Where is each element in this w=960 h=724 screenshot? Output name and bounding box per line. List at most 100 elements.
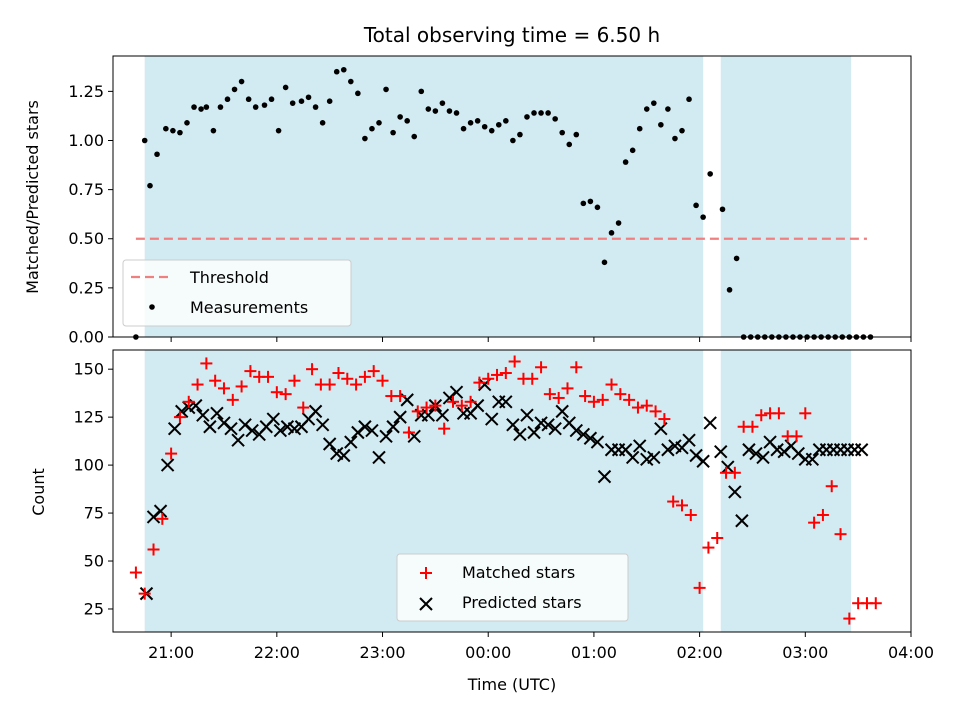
measurement-point bbox=[231, 86, 238, 93]
matched-star-point bbox=[226, 393, 239, 406]
predicted-star-point bbox=[315, 418, 330, 432]
bottom-y-tick-label: 150 bbox=[73, 360, 104, 379]
measurement-point bbox=[397, 114, 403, 120]
measurement-point bbox=[170, 127, 176, 134]
predicted-star-point bbox=[854, 443, 869, 457]
x-tick-label: 00:00 bbox=[465, 643, 511, 662]
predicted-star-point bbox=[696, 454, 710, 468]
matched-star-point bbox=[790, 430, 803, 443]
measurement-point bbox=[524, 114, 530, 120]
measurement-point bbox=[432, 108, 439, 114]
measurement-point bbox=[203, 104, 210, 110]
measurement-point bbox=[510, 137, 516, 144]
matched-star-point bbox=[473, 376, 486, 389]
measurement-point bbox=[362, 135, 368, 142]
measurement-point bbox=[238, 78, 245, 85]
measurement-point bbox=[224, 96, 231, 103]
matched-star-point bbox=[394, 390, 407, 403]
matched-star-point bbox=[297, 401, 310, 414]
matched-star-point bbox=[262, 370, 275, 383]
predicted-star-point bbox=[266, 412, 281, 426]
measurement-point bbox=[733, 255, 740, 262]
measurement-point bbox=[700, 214, 706, 220]
matched-star-point bbox=[728, 466, 741, 479]
matched-star-point bbox=[631, 401, 644, 414]
measurement-point bbox=[672, 135, 678, 142]
top-legend: Threshold Measurements bbox=[122, 259, 352, 327]
top-y-tick-label: 0.00 bbox=[68, 328, 104, 347]
top-observing-window-2 bbox=[720, 56, 852, 337]
matched-star-point bbox=[270, 386, 283, 399]
measurement-point bbox=[446, 108, 453, 114]
top-x-ticks bbox=[170, 337, 912, 342]
matched-star-point bbox=[808, 516, 821, 529]
matched-star-point bbox=[438, 422, 451, 435]
predicted-star-point bbox=[728, 485, 742, 499]
measurement-point bbox=[467, 120, 474, 126]
measurement-point bbox=[404, 118, 410, 124]
matched-star-point bbox=[499, 367, 512, 380]
bottom-y-tick-label: 50 bbox=[84, 552, 104, 571]
matched-star-point bbox=[129, 566, 142, 579]
predicted-star-point bbox=[358, 420, 372, 434]
matched-star-point bbox=[288, 374, 301, 387]
measurement-point bbox=[707, 171, 713, 177]
top-y-tick-label: 1.25 bbox=[68, 82, 104, 101]
matched-star-point bbox=[341, 372, 354, 385]
bottom-x-ticks: 21:00 22:00 23:00 00:00 01:00 02:00 03:00 04:00 bbox=[148, 632, 934, 662]
measurement-point bbox=[390, 129, 396, 136]
measurement-point bbox=[198, 106, 204, 112]
legend-predicted-marker bbox=[419, 597, 433, 611]
measurement-point bbox=[305, 94, 312, 101]
predicted-star-point bbox=[742, 443, 756, 457]
predicted-star-point bbox=[569, 423, 584, 438]
predicted-star-point bbox=[322, 437, 337, 451]
measurement-point bbox=[369, 125, 375, 132]
predicted-star-point bbox=[344, 435, 358, 449]
top-plot-frame bbox=[112, 55, 912, 338]
x-tick-label: 01:00 bbox=[571, 643, 617, 662]
measurement-point bbox=[298, 98, 305, 104]
matched-star-point bbox=[446, 395, 459, 408]
x-tick-label: 02:00 bbox=[677, 643, 723, 662]
x-tick-label: 04:00 bbox=[888, 643, 934, 662]
predicted-star-point bbox=[421, 408, 436, 422]
measurement-point bbox=[163, 125, 169, 132]
measurement-point bbox=[282, 84, 289, 91]
measurement-point bbox=[559, 129, 566, 136]
figure-title: Total observing time = 6.50 h bbox=[363, 23, 660, 47]
bottom-legend: Matched stars Predicted stars bbox=[396, 553, 629, 622]
matched-star-point bbox=[358, 370, 371, 383]
predicted-star-point bbox=[513, 427, 527, 442]
predicted-star-point bbox=[485, 412, 499, 426]
predicted-star-point bbox=[224, 421, 238, 436]
predicted-star-point bbox=[647, 450, 661, 465]
predicted-star-point bbox=[393, 410, 407, 424]
matched-star-point bbox=[376, 374, 389, 387]
matched-star-point bbox=[279, 388, 292, 401]
predicted-star-point bbox=[576, 427, 591, 442]
matched-star-point bbox=[402, 426, 415, 439]
predicted-star-point bbox=[210, 406, 224, 421]
bottom-panel: 25 50 75 100 125 150 21:00 22:00 23:00 00:00 01:0… bbox=[29, 349, 934, 694]
measurement-point bbox=[503, 118, 509, 124]
measurement-point bbox=[474, 118, 481, 124]
measurement-point bbox=[460, 125, 467, 132]
matched-star-point bbox=[411, 405, 424, 418]
predicted-star-point bbox=[714, 444, 728, 459]
matched-star-point bbox=[658, 413, 671, 426]
matched-star-point bbox=[667, 495, 680, 508]
legend-matched-marker bbox=[420, 567, 432, 579]
matched-star-point bbox=[173, 411, 186, 424]
legend-predicted-label: Predicted stars bbox=[462, 593, 582, 612]
measurement-point bbox=[615, 220, 622, 226]
measurement-point bbox=[531, 110, 537, 116]
measurement-point bbox=[348, 78, 354, 85]
predicted-star-point bbox=[633, 439, 647, 453]
x-tick-label: 22:00 bbox=[254, 643, 300, 662]
predicted-star-point bbox=[749, 446, 763, 461]
measurement-point bbox=[636, 125, 643, 132]
measurement-point bbox=[517, 131, 523, 138]
bottom-plot-frame bbox=[112, 349, 912, 633]
bottom-y-tick-label: 25 bbox=[84, 599, 104, 618]
